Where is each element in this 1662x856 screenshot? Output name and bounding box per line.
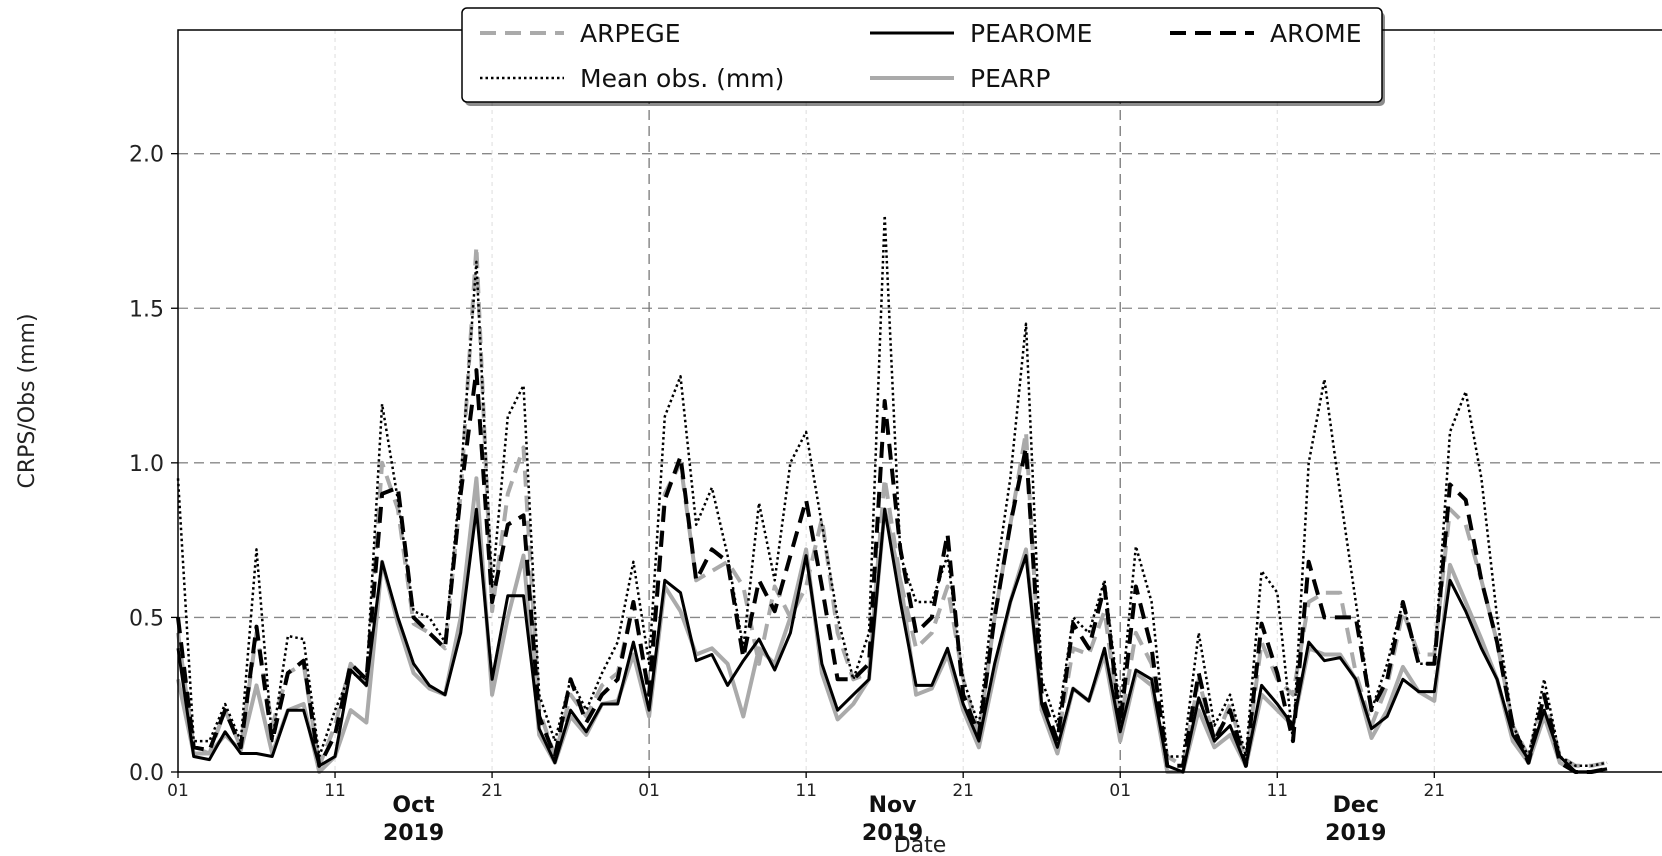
x-tick-label: 11: [324, 781, 346, 801]
x-tick-label: 11: [795, 781, 817, 801]
series-group: [176, 214, 1608, 774]
x-tick-label: 01: [1109, 781, 1131, 801]
y-tick-label: 1.0: [129, 452, 164, 477]
y-axis-label: CRPS/Obs (mm): [15, 313, 40, 488]
month-label: Oct: [392, 793, 435, 818]
y-tick-label: 2.0: [129, 143, 164, 168]
legend-label-pearome: PEAROME: [970, 19, 1092, 48]
x-tick-label: 01: [638, 781, 660, 801]
tick-labels: 0.0 0.5 1.0 1.5 2.0 01 11 21 01 11 21 01 11 21 Oct 2019…: [129, 143, 1445, 846]
y-tick-label: 1.5: [129, 297, 164, 322]
series-line-pearome: [176, 507, 1608, 774]
series-line-pearp: [176, 476, 1608, 774]
month-label: Nov: [869, 793, 918, 818]
legend-label-arome: AROME: [1270, 19, 1362, 48]
legend-label-mean-obs-mm: Mean obs. (mm): [580, 64, 784, 93]
grid: [178, 30, 1662, 772]
x-tick-label: 01: [167, 781, 189, 801]
series-line-arpege: [176, 244, 1608, 768]
year-label: 2019: [1325, 821, 1386, 846]
y-tick-label: 0.0: [129, 761, 164, 786]
y-tick-label: 0.5: [129, 606, 164, 631]
legend-label-arpege: ARPEGE: [580, 19, 681, 48]
month-label: Dec: [1333, 793, 1379, 818]
legend-box: [461, 7, 1383, 103]
x-tick-label: 21: [481, 781, 503, 801]
legend: ARPEGE PEAROME AROME Mean obs. (mm) PEARP: [461, 7, 1385, 106]
x-axis-label: Date: [894, 833, 947, 856]
year-label: 2019: [862, 821, 923, 846]
x-tick-label: 11: [1266, 781, 1288, 801]
series-line-mean-obs-mm: [176, 214, 1608, 768]
year-label: 2019: [383, 821, 444, 846]
legend-label-pearp: PEARP: [970, 64, 1050, 93]
x-tick-label: 21: [1423, 781, 1445, 801]
x-tick-label: 21: [952, 781, 974, 801]
series-line-arome: [176, 368, 1608, 774]
